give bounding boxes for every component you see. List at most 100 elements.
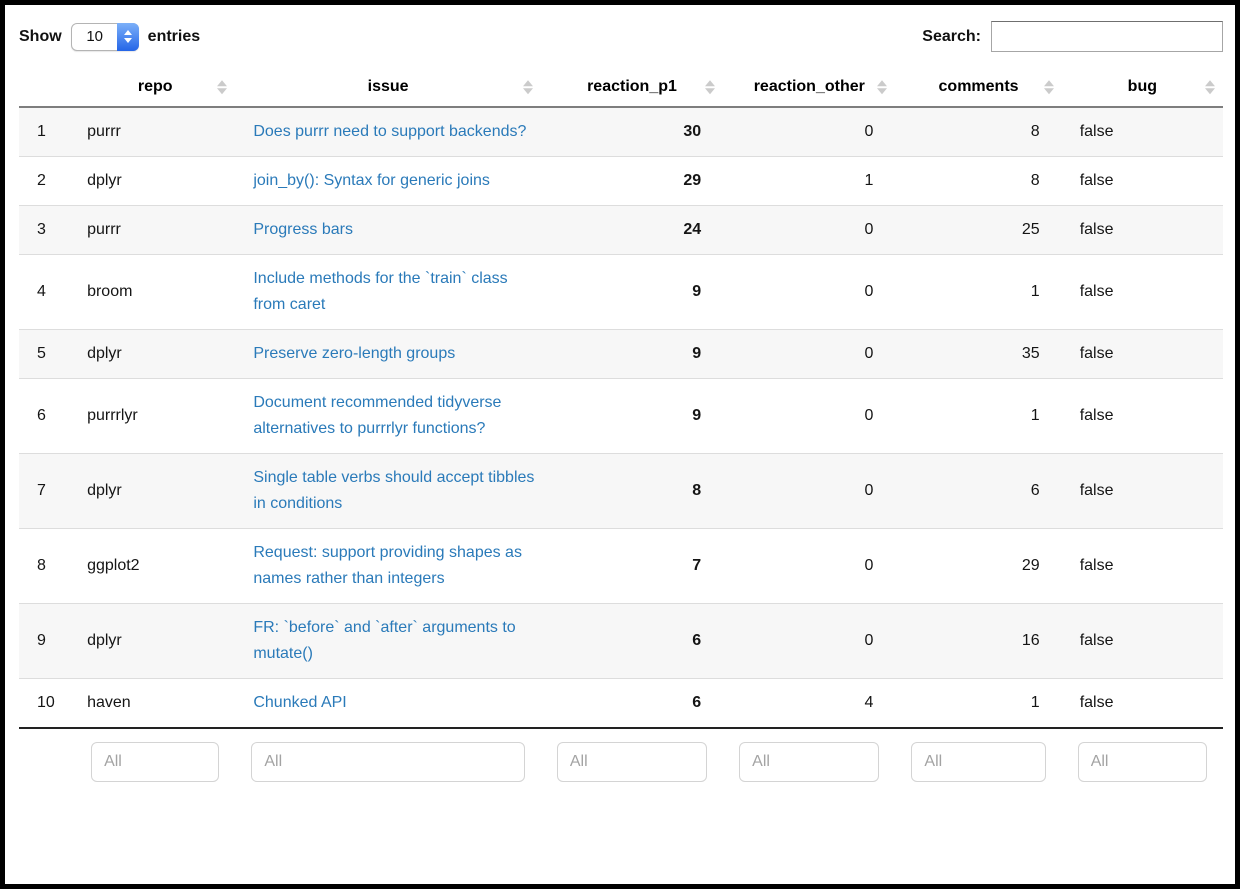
rownum-cell: 3 <box>19 205 76 255</box>
reaction_other-cell: 0 <box>723 603 896 679</box>
select-stepper-icon <box>116 22 139 51</box>
table-row: 3 purrr Progress bars 24 0 25 false <box>19 205 1223 255</box>
issue-cell: join_by(): Syntax for generic joins <box>235 156 541 206</box>
filter-cell-rownum <box>19 727 76 796</box>
sort-both-icon <box>522 80 533 95</box>
issues-table: repo issue reaction_p1 reaction_other commen… <box>19 70 1223 796</box>
issue-link[interactable]: Single table verbs should accept tibbles… <box>253 469 535 512</box>
filter-cell-reaction_p1 <box>540 727 724 796</box>
comments-cell: 1 <box>895 678 1062 728</box>
column-filter-input-reaction_p1[interactable] <box>556 742 708 782</box>
issue-link[interactable]: Progress bars <box>253 221 353 238</box>
reaction_p1-cell: 29 <box>540 156 724 206</box>
bug-cell: false <box>1061 205 1223 255</box>
sort-asc-icon <box>705 80 716 87</box>
bug-cell: false <box>1061 603 1223 679</box>
bug-cell: false <box>1061 329 1223 379</box>
table-footer <box>19 727 1223 796</box>
column-filter-input-repo[interactable] <box>91 742 220 782</box>
issue-link[interactable]: Chunked API <box>253 694 347 711</box>
bug-cell: false <box>1061 528 1223 604</box>
table-row: 10 haven Chunked API 6 4 1 false <box>19 678 1223 728</box>
repo-cell: broom <box>75 254 236 330</box>
comments-cell: 8 <box>895 156 1062 206</box>
issue-cell: Document recommended tidyverse alternati… <box>235 378 541 454</box>
column-header-comments[interactable]: comments <box>895 70 1062 108</box>
reaction_other-cell: 1 <box>723 156 896 206</box>
issue-link[interactable]: Preserve zero-length groups <box>253 345 456 362</box>
column-filter-input-comments[interactable] <box>911 742 1046 782</box>
rownum-cell: 4 <box>19 254 76 330</box>
issue-link[interactable]: join_by(): Syntax for generic joins <box>253 172 490 189</box>
reaction_p1-cell: 6 <box>540 678 724 728</box>
header-row: repo issue reaction_p1 reaction_other commen… <box>19 70 1223 108</box>
comments-cell: 29 <box>895 528 1062 604</box>
sort-asc-icon <box>877 80 888 87</box>
bug-cell: false <box>1061 378 1223 454</box>
reaction_p1-cell: 24 <box>540 205 724 255</box>
column-header-label: bug <box>1127 78 1157 95</box>
column-header-reaction_p1[interactable]: reaction_p1 <box>540 70 724 108</box>
comments-cell: 1 <box>895 378 1062 454</box>
table-row: 9 dplyr FR: `before` and `after` arguments… <box>19 603 1223 679</box>
issue-link[interactable]: Document recommended tidyverse alternati… <box>253 394 502 437</box>
column-header-rownum <box>19 70 76 108</box>
column-header-label: comments <box>938 78 1019 95</box>
repo-cell: ggplot2 <box>75 528 236 604</box>
sort-asc-icon <box>1043 80 1054 87</box>
filter-cell-repo <box>75 727 236 796</box>
column-header-bug[interactable]: bug <box>1061 70 1223 108</box>
rownum-cell: 7 <box>19 453 76 529</box>
sort-both-icon <box>1205 80 1215 95</box>
sort-asc-icon <box>1205 80 1215 87</box>
table-header: repo issue reaction_p1 reaction_other commen… <box>19 70 1223 108</box>
comments-cell: 35 <box>895 329 1062 379</box>
reaction_other-cell: 0 <box>723 528 896 604</box>
chevron-up-icon <box>123 30 132 35</box>
table-row: 7 dplyr Single table verbs should accept t… <box>19 453 1223 529</box>
issue-cell: Chunked API <box>235 678 541 728</box>
filter-cell-comments <box>895 727 1062 796</box>
reaction_p1-cell: 7 <box>540 528 724 604</box>
column-header-issue[interactable]: issue <box>235 70 541 108</box>
reaction_p1-cell: 30 <box>683 123 702 140</box>
comments-cell: 1 <box>895 254 1062 330</box>
issue-link[interactable]: FR: `before` and `after` arguments to mu… <box>253 619 516 662</box>
show-label: Show <box>19 27 62 45</box>
page-length-select[interactable]: 10 <box>70 22 139 51</box>
issue-link[interactable]: Does purrr need to support backends? <box>253 123 527 140</box>
column-header-repo[interactable]: repo <box>75 70 236 108</box>
rownum-cell: 10 <box>19 678 76 728</box>
rownum-cell: 6 <box>19 378 76 454</box>
filter-cell-issue <box>235 727 541 796</box>
comments-cell: 8 <box>1030 123 1040 140</box>
sort-desc-icon <box>705 88 716 95</box>
column-filter-input-reaction_other[interactable] <box>739 742 880 782</box>
filter-row <box>19 727 1223 796</box>
column-header-label: reaction_other <box>753 78 865 95</box>
page-length-value: 10 <box>86 28 104 45</box>
repo-cell: dplyr <box>75 453 236 529</box>
sort-desc-icon <box>522 88 533 95</box>
reaction_p1-cell: 9 <box>540 254 724 330</box>
repo-cell: dplyr <box>75 156 236 206</box>
issue-link[interactable]: Request: support providing shapes as nam… <box>253 544 522 587</box>
column-header-reaction_other[interactable]: reaction_other <box>723 70 896 108</box>
issue-link[interactable]: Include methods for the `train` class fr… <box>253 270 508 313</box>
reaction_p1-cell: 6 <box>540 603 724 679</box>
sort-both-icon <box>877 80 888 95</box>
column-filter-input-issue[interactable] <box>251 742 525 782</box>
reaction_other-cell: 0 <box>723 378 896 454</box>
search-input[interactable] <box>991 21 1223 52</box>
comments-cell: 16 <box>895 603 1062 679</box>
rownum-cell: 5 <box>19 329 76 379</box>
column-filter-input-bug[interactable] <box>1077 742 1207 782</box>
issue-cell: Include methods for the `train` class fr… <box>235 254 541 330</box>
bug-cell: false <box>1061 156 1223 206</box>
sort-desc-icon <box>1043 88 1054 95</box>
sort-asc-icon <box>217 80 228 87</box>
issue-cell: Preserve zero-length groups <box>235 329 541 379</box>
table-body: 1 purrr Does purrr need to support backend… <box>19 107 1223 728</box>
issue-cell: Request: support providing shapes as nam… <box>235 528 541 604</box>
table-row: 6 purrrlyr Document recommended tidyverse … <box>19 378 1223 454</box>
